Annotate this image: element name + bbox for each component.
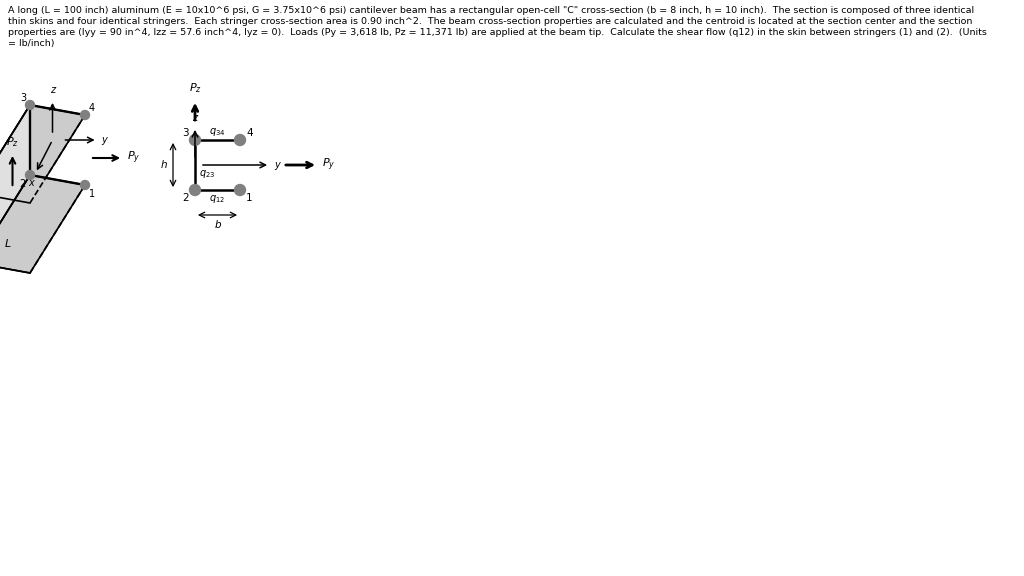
Polygon shape <box>0 105 30 263</box>
Circle shape <box>189 135 201 146</box>
Circle shape <box>234 184 246 195</box>
Text: y: y <box>101 135 108 145</box>
Text: $q_{12}$: $q_{12}$ <box>210 193 225 205</box>
Text: $P_y$: $P_y$ <box>322 157 336 173</box>
Text: z: z <box>193 113 198 123</box>
Text: $q_{34}$: $q_{34}$ <box>209 126 225 138</box>
Circle shape <box>81 111 89 119</box>
Text: 1: 1 <box>246 193 253 203</box>
Text: b: b <box>214 220 221 230</box>
Text: h: h <box>161 160 167 170</box>
Circle shape <box>189 184 201 195</box>
Polygon shape <box>0 105 85 203</box>
Text: thin skins and four identical stringers.  Each stringer cross-section area is 0.: thin skins and four identical stringers.… <box>8 17 973 26</box>
Text: 3: 3 <box>182 128 189 138</box>
Text: 2: 2 <box>182 193 189 203</box>
Text: $q_{23}$: $q_{23}$ <box>199 168 215 180</box>
Text: A long (L = 100 inch) aluminum (E = 10x10^6 psi, G = 3.75x10^6 psi) cantilever b: A long (L = 100 inch) aluminum (E = 10x1… <box>8 6 974 15</box>
Text: properties are (Iyy = 90 in^4, Izz = 57.6 inch^4, Iyz = 0).  Loads (Py = 3,618 l: properties are (Iyy = 90 in^4, Izz = 57.… <box>8 28 987 37</box>
Text: L: L <box>4 239 10 249</box>
Circle shape <box>81 180 89 190</box>
Text: z: z <box>50 85 55 95</box>
Text: = lb/inch): = lb/inch) <box>8 39 54 48</box>
Text: 1: 1 <box>89 189 95 199</box>
Text: 2: 2 <box>19 179 26 189</box>
Polygon shape <box>0 175 85 273</box>
Circle shape <box>26 100 35 109</box>
Circle shape <box>234 135 246 146</box>
Text: 4: 4 <box>246 128 253 138</box>
Text: $P_z$: $P_z$ <box>188 81 202 95</box>
Text: $P_z$: $P_z$ <box>6 135 19 149</box>
Circle shape <box>26 170 35 180</box>
Text: x: x <box>29 178 35 188</box>
Text: 3: 3 <box>19 93 26 103</box>
Text: $P_y$: $P_y$ <box>127 150 140 166</box>
Text: 4: 4 <box>89 103 95 113</box>
Text: y: y <box>274 160 280 170</box>
